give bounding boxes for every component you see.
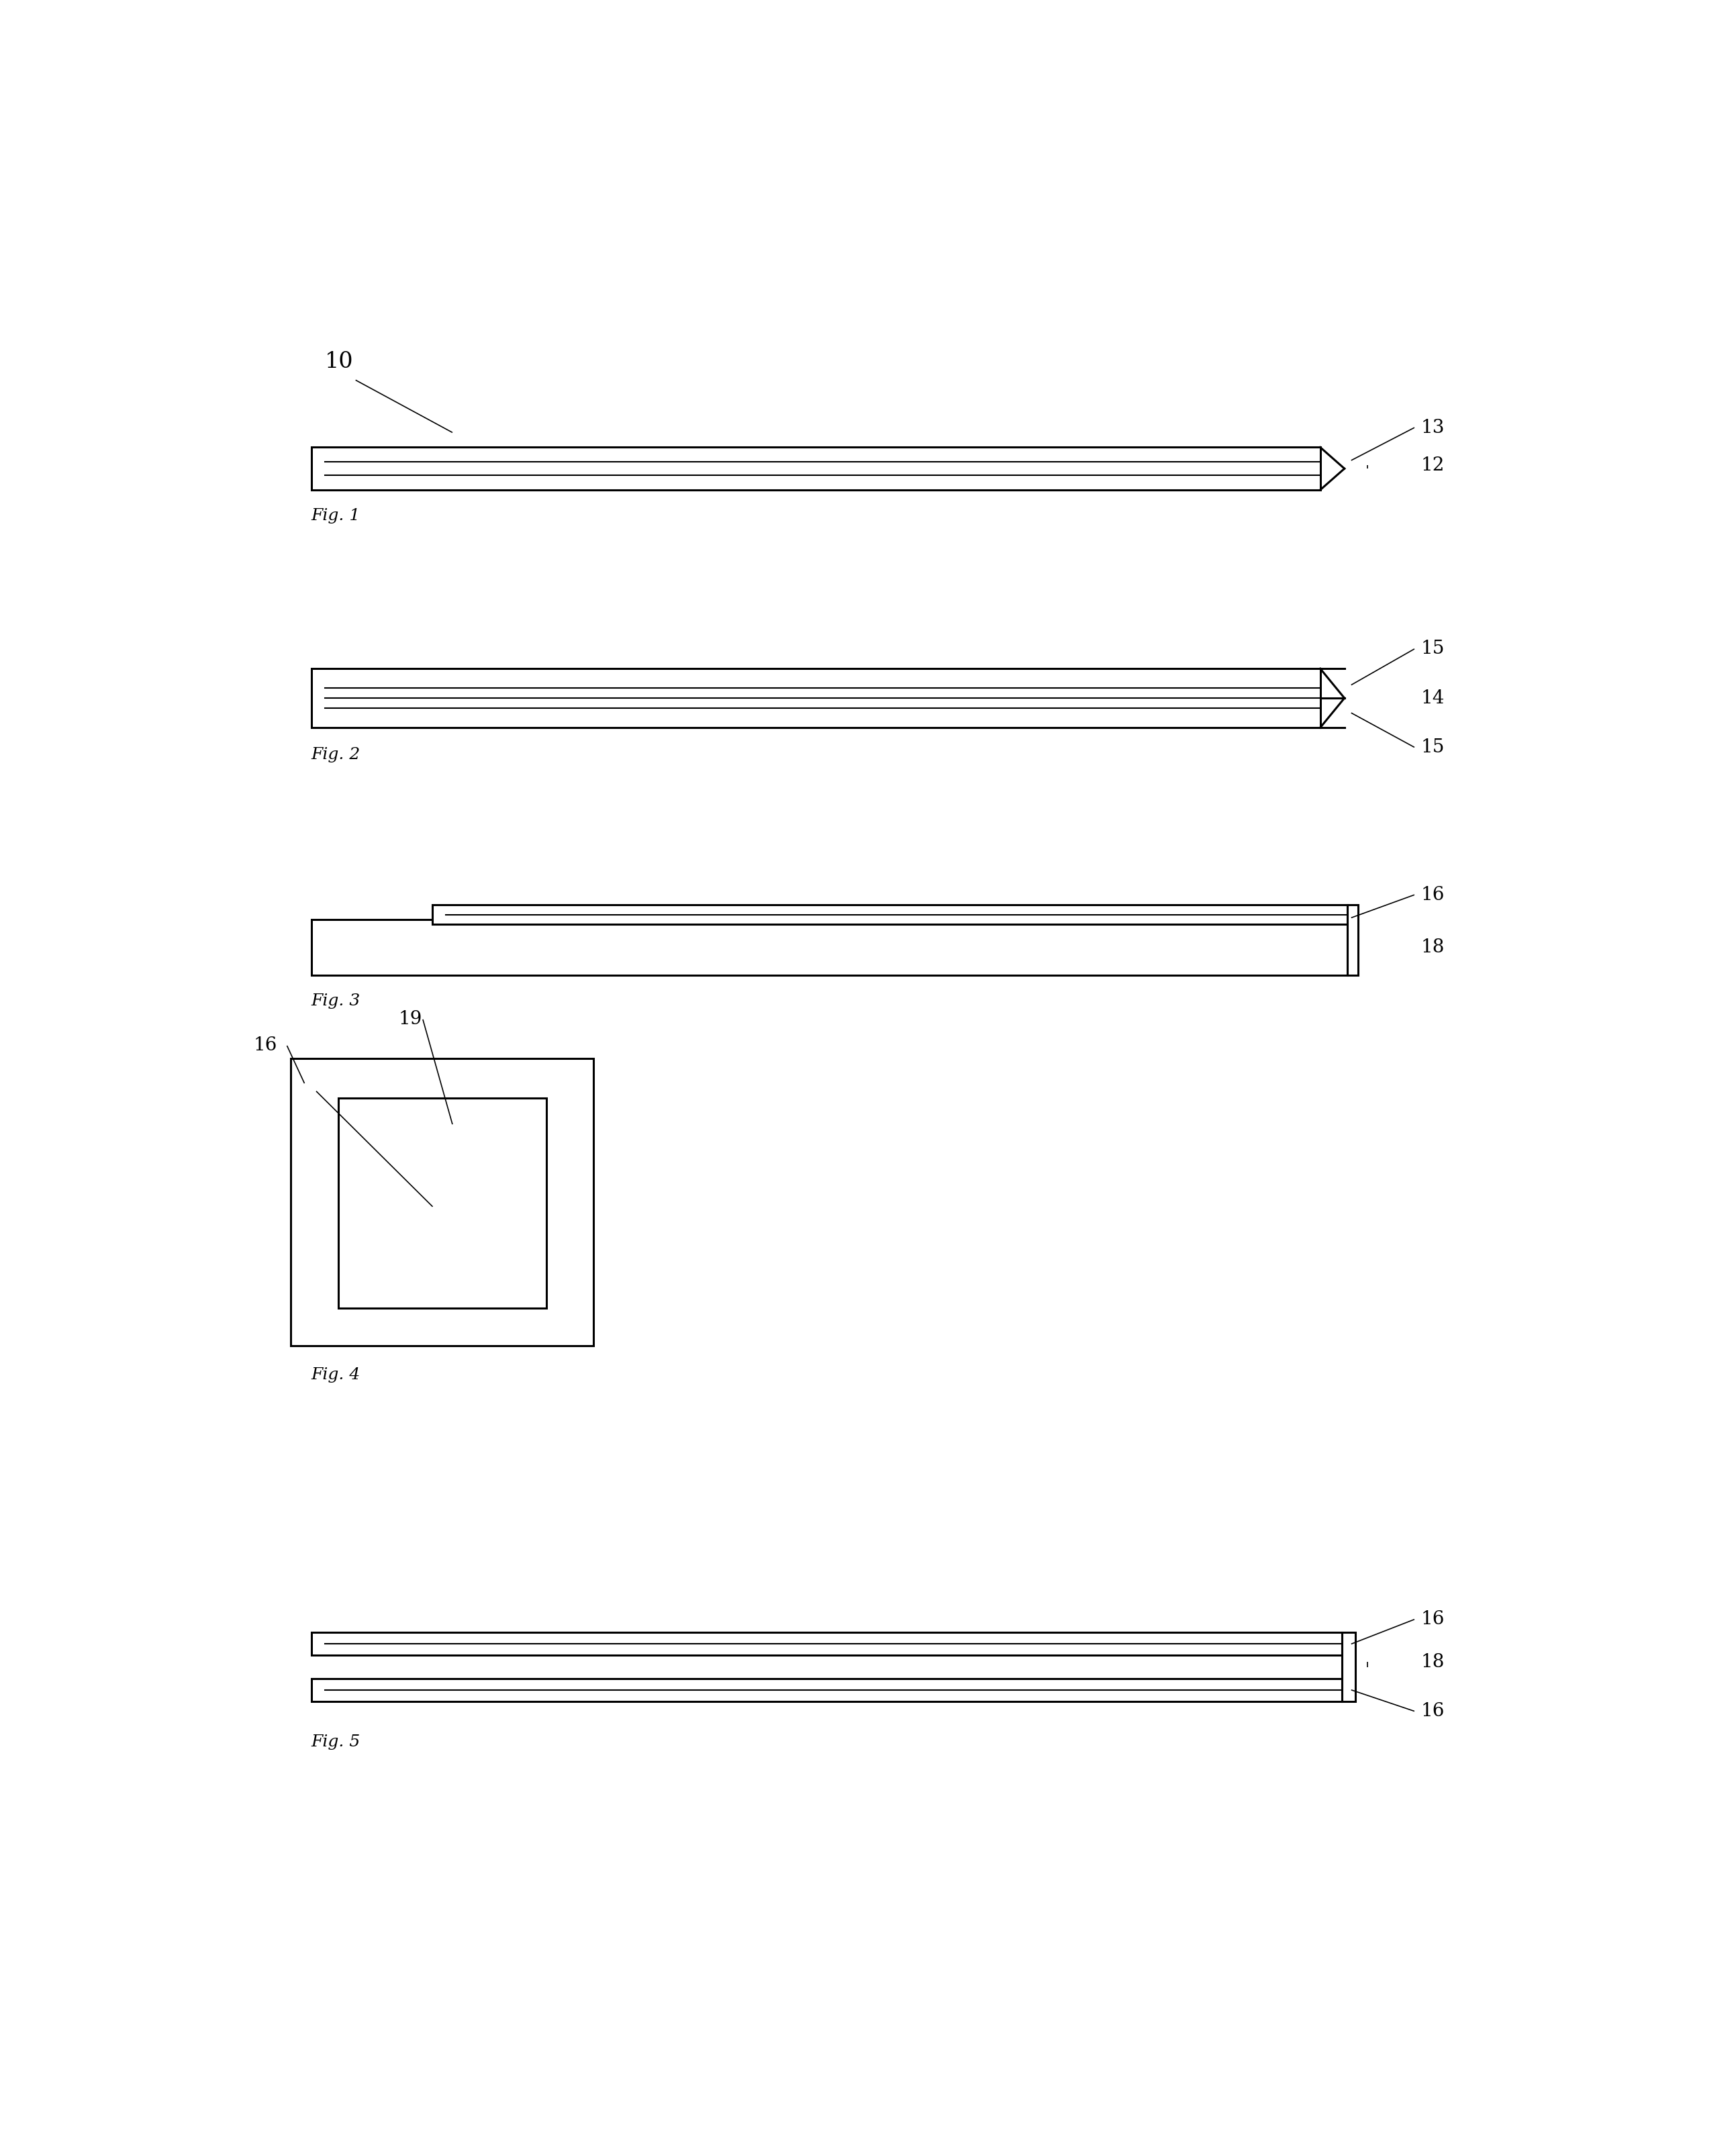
Text: 15: 15 bbox=[1422, 641, 1444, 658]
Text: 10: 10 bbox=[325, 351, 352, 373]
Text: 16: 16 bbox=[1422, 886, 1444, 905]
Text: 12: 12 bbox=[1422, 456, 1444, 475]
Text: Fig. 1: Fig. 1 bbox=[311, 509, 361, 524]
Text: Fig. 5: Fig. 5 bbox=[311, 1735, 361, 1750]
Bar bbox=[311, 447, 1321, 490]
Text: 19: 19 bbox=[399, 1011, 422, 1028]
Bar bbox=[432, 905, 1347, 924]
Text: Fig. 2: Fig. 2 bbox=[311, 747, 361, 762]
Text: 15: 15 bbox=[1422, 739, 1444, 756]
Text: 13: 13 bbox=[1422, 419, 1444, 436]
Bar bbox=[292, 1058, 594, 1346]
Bar bbox=[311, 1678, 1342, 1701]
Bar bbox=[1347, 905, 1358, 975]
Text: 16: 16 bbox=[1422, 1703, 1444, 1720]
Bar bbox=[339, 1099, 547, 1307]
Text: Fig. 4: Fig. 4 bbox=[311, 1367, 361, 1382]
Bar bbox=[1342, 1633, 1356, 1701]
Text: 18: 18 bbox=[1422, 939, 1444, 956]
Text: 18: 18 bbox=[1422, 1652, 1444, 1671]
Text: 14: 14 bbox=[1422, 690, 1444, 707]
Bar bbox=[311, 920, 1347, 975]
Text: 16: 16 bbox=[1422, 1610, 1444, 1629]
Bar bbox=[311, 1633, 1342, 1656]
Text: 16: 16 bbox=[253, 1037, 278, 1054]
Text: Fig. 3: Fig. 3 bbox=[311, 992, 361, 1009]
Bar bbox=[311, 669, 1321, 728]
